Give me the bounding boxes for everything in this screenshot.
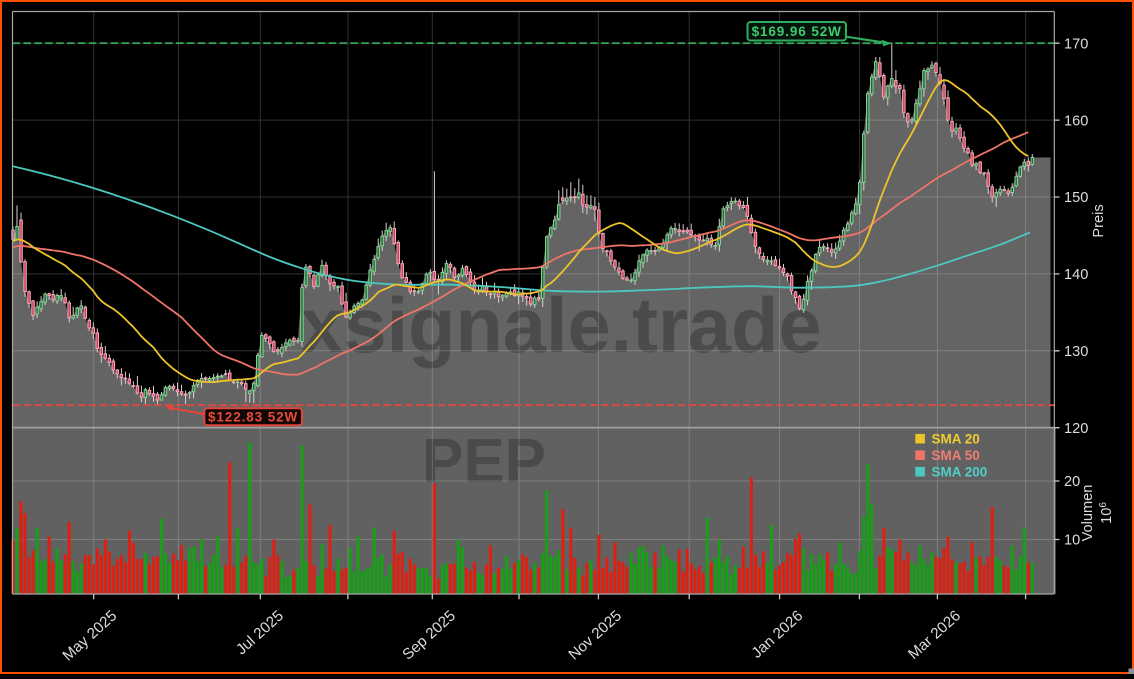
svg-text:20: 20 — [1064, 474, 1080, 490]
svg-text:PEP: PEP — [422, 427, 546, 496]
svg-text:120: 120 — [1064, 421, 1088, 437]
svg-text:140: 140 — [1064, 267, 1088, 283]
svg-text:170: 170 — [1064, 36, 1088, 52]
svg-text:Volumen: Volumen — [1080, 485, 1096, 542]
svg-text:10: 10 — [1064, 533, 1080, 549]
svg-text:$122.83 52W: $122.83 52W — [208, 410, 298, 425]
svg-text:$169.96 52W: $169.96 52W — [752, 24, 842, 39]
svg-text:Preis: Preis — [1091, 204, 1107, 237]
svg-text:SMA 50: SMA 50 — [932, 448, 980, 463]
svg-text:SMA 20: SMA 20 — [932, 432, 980, 447]
svg-text:xsignale.trade: xsignale.trade — [300, 283, 821, 369]
svg-text:130: 130 — [1064, 344, 1088, 360]
svg-text:SMA 200: SMA 200 — [932, 465, 988, 480]
svg-text:150: 150 — [1064, 190, 1088, 206]
svg-text:160: 160 — [1064, 113, 1088, 129]
